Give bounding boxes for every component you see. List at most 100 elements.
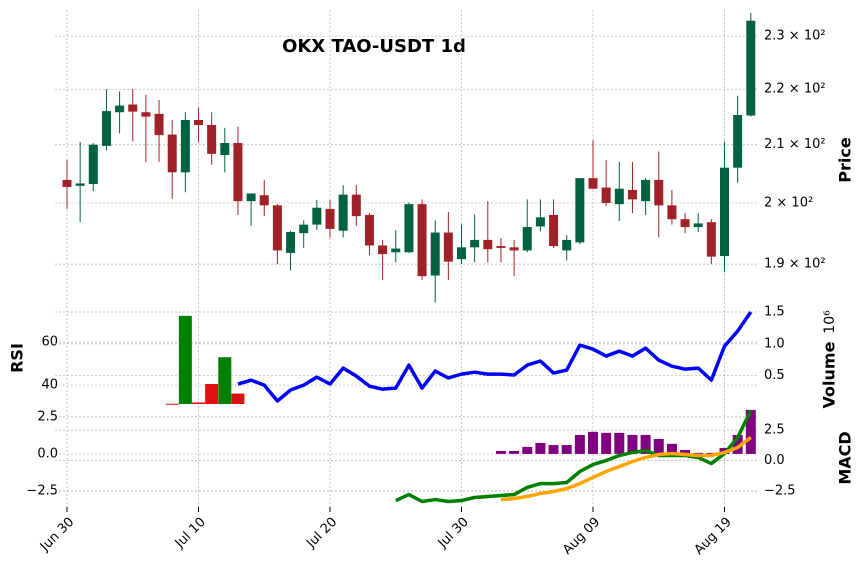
candle-body <box>601 187 611 203</box>
candle-body <box>272 205 282 251</box>
chart-title: OKX TAO-USDT 1d <box>282 36 466 57</box>
x-tick-label: Jul 10 <box>172 515 209 552</box>
candle-body <box>75 183 85 186</box>
candle-body <box>562 239 572 251</box>
y-tick-label: 2.1 × 10² <box>764 137 826 152</box>
candle-body <box>706 222 716 257</box>
candle-body <box>443 232 453 262</box>
histogram-bar <box>627 434 638 454</box>
histogram-bar <box>706 452 717 454</box>
candle-body <box>141 112 151 117</box>
candle-body <box>207 125 217 154</box>
x-tick-label: Jun 30 <box>37 515 77 555</box>
candle-body <box>154 113 164 136</box>
candle-body <box>746 20 756 116</box>
candle-body <box>115 105 125 113</box>
volume-bar <box>218 357 232 404</box>
candle-body <box>88 144 98 185</box>
volume-bar <box>178 315 192 404</box>
histogram-bar <box>574 434 585 454</box>
histogram-bar <box>666 443 677 454</box>
candle-body <box>364 214 374 246</box>
histogram-bar <box>732 434 743 454</box>
histogram-bar <box>535 442 546 454</box>
candle-body <box>588 178 598 189</box>
candle-body <box>180 119 190 173</box>
y-tick-label: 0.5 <box>764 368 785 383</box>
candle-body <box>233 143 243 202</box>
y2-axis-title: Volume <box>820 341 839 408</box>
candle-body <box>194 119 203 126</box>
y2-axis-title: MACD <box>836 431 855 484</box>
candle-body <box>496 246 506 248</box>
candle-body <box>259 195 269 206</box>
candle-body <box>575 178 585 243</box>
candle-body <box>391 248 401 253</box>
x-tick-label: Aug 09 <box>560 515 603 558</box>
histogram-bar <box>495 450 506 454</box>
candle-body <box>312 207 322 225</box>
x-tick-label: Jul 20 <box>303 515 340 552</box>
candle-body <box>641 179 651 202</box>
histogram-bar <box>522 446 533 454</box>
y-tick-label: 1.0 <box>764 336 785 351</box>
y-tick-label: 40 <box>41 378 58 393</box>
candle-body <box>457 247 466 260</box>
candle-body <box>299 224 309 234</box>
candle-body <box>220 143 230 156</box>
histogram-bar <box>640 434 651 454</box>
histogram-bar <box>653 438 664 454</box>
candle-body <box>286 231 296 253</box>
volume-bar <box>231 393 245 404</box>
candle-body <box>627 189 637 200</box>
candle-body <box>680 219 690 228</box>
candle-body <box>378 245 388 255</box>
histogram-bar <box>588 431 598 454</box>
line <box>237 311 753 403</box>
candle-body <box>430 232 440 276</box>
y-tick-label: 2.5 <box>764 423 785 438</box>
histogram-bar <box>745 409 756 454</box>
candle-body <box>549 214 559 247</box>
y-tick-label: −2.5 <box>26 483 58 498</box>
y-tick-label: 0.0 <box>764 453 785 468</box>
candle-body <box>246 193 256 202</box>
histogram-bar <box>614 432 625 454</box>
candle-body <box>101 111 111 146</box>
candle-body <box>654 179 664 206</box>
candle-body <box>733 114 743 168</box>
candle-body <box>509 247 519 251</box>
candle-body <box>351 194 361 217</box>
histogram-bar <box>561 445 572 454</box>
candle-body <box>483 239 493 250</box>
y-tick-label: 2.5 <box>37 409 58 424</box>
volume-bar <box>165 403 179 405</box>
y-tick-label: 0.0 <box>37 446 58 461</box>
histogram-bar <box>601 432 612 454</box>
x-tick-label: Jul 30 <box>435 515 472 552</box>
x-tick-label: Aug 19 <box>692 515 735 558</box>
candle-body <box>325 208 335 229</box>
candle-body <box>128 104 138 112</box>
line <box>500 436 752 502</box>
y-tick-label: 2.2 × 10² <box>764 82 826 97</box>
y-tick-label: 2.3 × 10² <box>764 29 826 44</box>
candle-body <box>167 134 177 173</box>
candle-body <box>614 188 624 205</box>
y-tick-label: 1.5 <box>764 305 785 320</box>
candle-body <box>338 194 348 231</box>
histogram-bar <box>509 450 520 454</box>
candle-body <box>667 205 677 220</box>
y-tick-label: −2.5 <box>764 484 796 499</box>
y-axis-title: RSI <box>8 343 27 373</box>
candle-body <box>62 179 72 187</box>
candle-body <box>535 217 545 227</box>
y-tick-label: 2 × 10² <box>764 195 813 210</box>
histogram-bar <box>548 445 559 454</box>
y-axis-title: Price <box>836 137 855 183</box>
y-tick-label: 60 <box>41 335 58 350</box>
candle-body <box>522 227 532 251</box>
y-tick-label: 1.9 × 10² <box>764 257 826 272</box>
candle-body <box>404 204 414 253</box>
